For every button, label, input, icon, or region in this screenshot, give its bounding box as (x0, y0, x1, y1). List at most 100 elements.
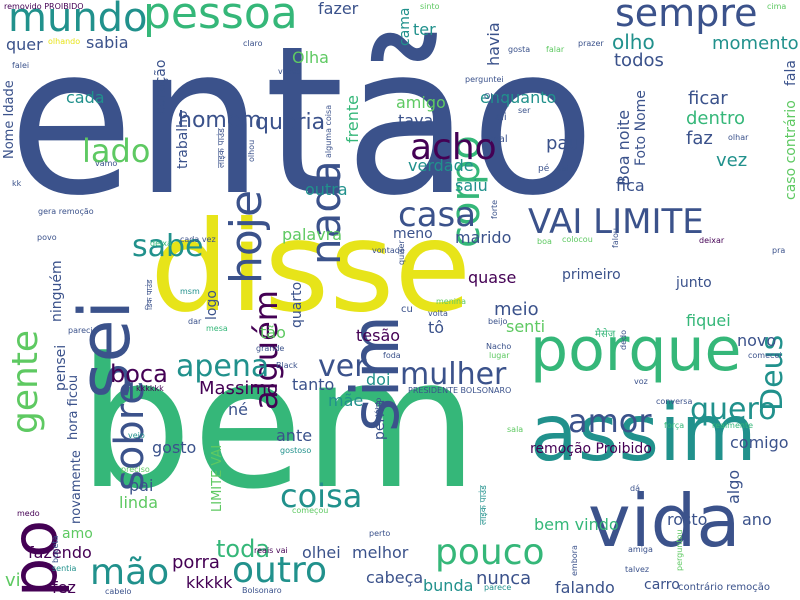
word-carro: carro (644, 577, 680, 593)
word-faz: faz (686, 128, 713, 149)
word-enquanto: enquanto (480, 88, 557, 107)
word-ano: ano (742, 510, 772, 529)
word-porra: porra (172, 552, 220, 573)
word-menina: menina (436, 297, 466, 306)
word-olho: olho (612, 30, 655, 54)
word-mae: mãe (328, 391, 364, 410)
word-removido-proibido: removido PROIBIDO (4, 2, 84, 11)
word-tava: tava (398, 111, 434, 130)
word-junto: junto (676, 275, 712, 291)
word-veio: veio (128, 431, 145, 440)
word-voz: voz (634, 377, 648, 386)
word-talvez: talvez (625, 565, 650, 574)
word-nada: nada (301, 160, 350, 265)
word-forca: força (664, 421, 685, 430)
word-tanto: tanto (292, 375, 335, 394)
word-falar: falar (546, 45, 565, 54)
word-meno: meno (393, 226, 433, 242)
word-queria: queria (255, 110, 326, 135)
word-amigo: amigo (396, 93, 446, 112)
word-ver: ver (318, 349, 367, 384)
word-buceta: buceta (51, 535, 60, 563)
word-vontade: vontade (372, 246, 405, 255)
word-sabia: sabia (86, 33, 129, 52)
word-dar: dar (188, 317, 202, 326)
word-amiga: amiga (628, 545, 653, 554)
word-sala: sala (507, 425, 524, 434)
word-olhar: olhar (728, 133, 749, 142)
word-bolsonaro: Bolsonaro (242, 586, 282, 595)
word-grande: grande (256, 344, 285, 353)
word-mal: mal (489, 134, 508, 145)
word-ficar: ficar (688, 88, 728, 109)
word-cabelo: cabelo (105, 587, 132, 596)
word-lugar: lugar (489, 351, 510, 360)
word-reais-vai: reais vai (254, 546, 288, 555)
word-fica: fica (616, 176, 645, 195)
word-presidente-bolsonaro: PRESIDENTE BOLSONARO (408, 386, 512, 395)
word-nacho: Nacho (486, 342, 512, 351)
word-ali: ali (495, 112, 507, 123)
word-pau: pau (546, 133, 580, 154)
word-disse: disse (150, 195, 472, 340)
word-vi: vi (5, 570, 21, 591)
word-boa: boa (537, 237, 552, 246)
word-outra: outra (305, 180, 348, 199)
word-marido: marido (455, 228, 512, 247)
word-quer: quer (6, 35, 43, 54)
word-nome-idade: Nome Idade (2, 80, 17, 159)
word-ser: ser (518, 106, 531, 115)
word-kkkkkk: kkkkkk (136, 384, 164, 393)
word-gera-remocao: gera remoção (38, 207, 94, 216)
word-coracao: coração (153, 59, 169, 115)
word-pouco: pouco (435, 532, 545, 573)
word-colocou: colocou (562, 235, 593, 244)
word-mesa: mesa (206, 324, 228, 333)
word-gostoso: gostoso (280, 446, 312, 455)
word-comecei: comecei (748, 351, 782, 360)
word-sabe: sabe (132, 229, 204, 264)
word-kk: kk (12, 179, 22, 188)
word-olha: Olha (292, 48, 329, 67)
word-kkkkk: kkkkk (186, 573, 233, 592)
word-comigo: comigo (730, 433, 789, 452)
word-falou: falou (611, 228, 620, 248)
word-coisa: coisa (280, 477, 363, 515)
word-contrario-remocao: contrário remoção (678, 582, 770, 593)
word-vai-limite: VAI LIMITE (528, 202, 704, 242)
word-olhei: olhei (302, 543, 341, 562)
word-saiu: saiu (455, 176, 488, 195)
word-deixar: deixar (699, 236, 725, 245)
word-ante: ante (276, 426, 313, 445)
word-volta: volta (428, 309, 448, 318)
word-cima: cima (767, 2, 787, 11)
word-todos: todos (614, 50, 664, 71)
word-falando: falando (555, 578, 615, 597)
word-homem: homem (178, 108, 262, 133)
word-foda: foda (383, 351, 401, 360)
word-quase: quase (468, 268, 517, 287)
word-labio: lábio (374, 397, 383, 417)
word-gosta: gosta (508, 45, 531, 54)
word-deixa: deixa (150, 239, 172, 248)
word-beijo: beijo (488, 317, 508, 326)
word-nunca: nunca (476, 568, 532, 589)
word-hoje: hoje (221, 189, 272, 284)
word-falei: falei (12, 61, 30, 70)
word-havia: havia (484, 22, 503, 66)
word-vamo: vamo (95, 159, 118, 168)
word-pe: pé (538, 164, 550, 174)
word-boca: boca (110, 360, 168, 388)
word-preciso: preciso (121, 465, 150, 474)
word-vezes: vezes (278, 67, 301, 76)
word-vez: vez (716, 150, 748, 171)
word-rosto: rosto (667, 510, 708, 529)
word-amor: amor (568, 402, 652, 440)
word-trabalho: trabalho (175, 110, 191, 169)
word-cada: cada (66, 88, 105, 107)
word-bem: bem (78, 320, 479, 529)
word-verdade: verdade (408, 156, 474, 175)
word-medo: medo (17, 509, 40, 518)
word-fez: fez (52, 578, 76, 597)
word-cabeca: cabeça (366, 568, 424, 587)
